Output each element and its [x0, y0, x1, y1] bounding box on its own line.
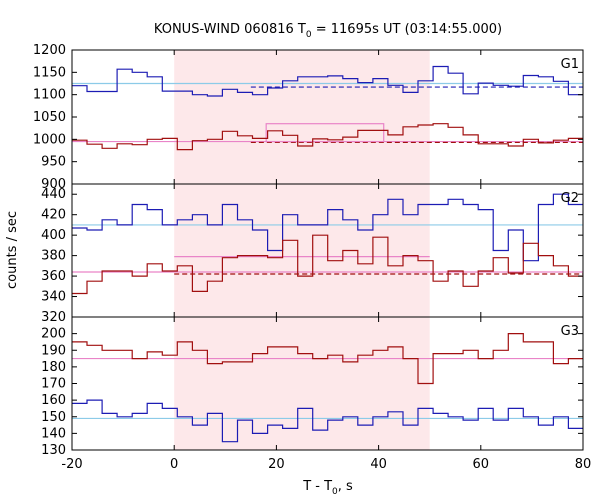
step-series-red — [72, 123, 583, 151]
panel-label: G3 — [561, 324, 579, 339]
x-tick-label: 80 — [575, 457, 592, 472]
step-series-blue — [72, 399, 583, 443]
panel-label: G2 — [561, 191, 579, 206]
y-tick-label: 440 — [41, 187, 66, 202]
y-tick-label: 900 — [41, 177, 66, 192]
y-tick-label: 150 — [41, 410, 66, 425]
chart-title-subscript: 0 — [306, 30, 312, 40]
y-tick-label: 320 — [41, 310, 66, 325]
y-tick-label: 1100 — [33, 88, 66, 103]
shaded-interval-layer — [174, 50, 430, 450]
y-axis-label: counts / sec — [5, 211, 20, 289]
shaded-interval — [174, 50, 430, 450]
x-axis-label-prefix: T - T — [302, 479, 332, 494]
y-tick-label: 1000 — [33, 132, 66, 147]
step-series-red — [72, 234, 583, 295]
x-axis-label: T - T0, s — [302, 479, 353, 497]
chart-title-suffix: = 11695s UT (03:14:55.000) — [312, 22, 502, 37]
y-tick-label: 400 — [41, 228, 66, 243]
step-series-blue — [72, 65, 583, 97]
x-axis-label-suffix: , s — [338, 479, 353, 494]
panel-g1: 900 950 1000 1050 1100 1150 1200 G1 — [33, 43, 584, 192]
y-tick-label: 200 — [41, 327, 66, 342]
axes-layer: -20 0 20 40 60 80 — [61, 457, 591, 472]
y-tick-label: 140 — [41, 426, 66, 441]
step-series-red — [72, 333, 583, 385]
panel-label: G1 — [561, 57, 579, 72]
x-tick-label: 20 — [268, 457, 285, 472]
interval-box-0 — [265, 123, 385, 143]
y-tick-label: 1150 — [33, 65, 66, 80]
y-tick-label: 1200 — [33, 43, 66, 58]
y-tick-label: 420 — [41, 208, 66, 223]
x-tick-label: 60 — [473, 457, 490, 472]
y-tick-label: 380 — [41, 249, 66, 264]
chart-title: KONUS-WIND 060816 T0 = 11695s UT (03:14:… — [154, 22, 502, 40]
x-tick-label: -20 — [61, 457, 82, 472]
x-tick-label: 0 — [170, 457, 178, 472]
chart-title-prefix: KONUS-WIND 060816 T — [154, 22, 306, 37]
y-tick-label: 160 — [41, 393, 66, 408]
y-tick-label: 360 — [41, 269, 66, 284]
x-tick-label: 40 — [370, 457, 387, 472]
y-tick-label: 950 — [41, 155, 66, 170]
y-tick-label: 190 — [41, 343, 66, 358]
y-tick-label: 130 — [41, 443, 66, 458]
y-tick-label: 340 — [41, 290, 66, 305]
step-series-blue — [72, 193, 583, 262]
panels-layer: 900 950 1000 1050 1100 1150 1200 G1 320 340 360 380… — [33, 43, 584, 458]
y-tick-label: 180 — [41, 360, 66, 375]
panel-g2: 320 340 360 380 400 420 440 G2 — [41, 183, 584, 325]
x-axis-label-subscript: 0 — [332, 487, 338, 497]
y-tick-label: 1050 — [33, 110, 66, 125]
y-tick-label: 170 — [41, 377, 66, 392]
